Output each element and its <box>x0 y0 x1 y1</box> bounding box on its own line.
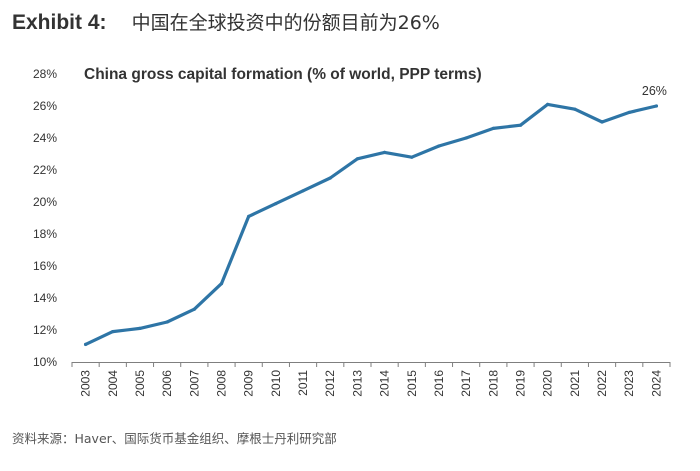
data-point <box>491 126 495 130</box>
data-point <box>627 110 631 114</box>
y-tick-label: 26% <box>33 99 57 113</box>
data-point <box>654 104 659 108</box>
x-tick-label: 2017 <box>459 370 473 397</box>
x-tick-label: 2018 <box>486 370 500 397</box>
y-tick-label: 20% <box>33 195 57 209</box>
data-point <box>219 282 224 286</box>
data-point <box>518 123 523 127</box>
y-tick-label: 12% <box>33 323 57 337</box>
data-point <box>573 107 577 111</box>
data-point <box>382 150 387 154</box>
source-note: 资料来源：Haver、国际货币基金组织、摩根士丹利研究部 <box>12 431 337 446</box>
data-point <box>600 120 604 124</box>
data-point <box>192 307 196 311</box>
y-tick-label: 18% <box>33 227 57 241</box>
exhibit-title: 中国在全球投资中的份额目前为26% <box>131 12 440 34</box>
x-tick-label: 2005 <box>133 370 147 397</box>
y-tick-label: 14% <box>33 291 57 305</box>
x-tick-label: 2013 <box>350 370 364 397</box>
data-point <box>355 157 360 161</box>
line-chart: China gross capital formation (% of worl… <box>33 66 671 397</box>
y-tick-label: 10% <box>33 355 57 369</box>
data-point <box>546 102 550 106</box>
x-tick-label: 2010 <box>269 370 283 397</box>
x-tick-label: 2020 <box>541 370 555 397</box>
y-tick-label: 22% <box>33 163 57 177</box>
data-point <box>464 136 468 140</box>
data-point <box>138 326 142 330</box>
data-point <box>83 342 88 346</box>
y-axis: 28% 26% 24% 22% 20% 18% 16% 14% 12% 10% <box>33 67 57 369</box>
x-tick-label: 2008 <box>215 370 229 397</box>
series-layer <box>83 102 659 346</box>
x-tick-label: 2006 <box>160 370 174 397</box>
chart-title: China gross capital formation (% of worl… <box>84 66 482 83</box>
x-tick-label: 2004 <box>106 370 120 397</box>
x-tick-label: 2019 <box>514 370 528 397</box>
data-label-2024: 26% <box>642 84 667 98</box>
data-point <box>437 144 441 148</box>
x-tick-label: 2015 <box>405 370 419 397</box>
x-tick-label: 2016 <box>432 370 446 397</box>
data-point <box>301 189 305 193</box>
y-tick-label: 28% <box>33 67 57 81</box>
exhibit-header: Exhibit 4: 中国在全球投资中的份额目前为26% <box>12 6 440 40</box>
x-tick-label: 2021 <box>568 370 582 397</box>
data-point <box>247 214 251 218</box>
data-point <box>165 320 169 324</box>
annotation-layer: 26% <box>642 84 667 98</box>
data-point <box>111 330 115 334</box>
x-tick-label: 2007 <box>187 370 201 397</box>
y-tick-label: 16% <box>33 259 57 273</box>
x-tick-label: 2022 <box>595 370 609 397</box>
x-axis: 2003 2004 2005 2006 2007 2008 2009 2010 2011 2012… <box>71 362 671 397</box>
x-tick-label: 2011 <box>296 370 310 396</box>
series-line <box>83 102 659 346</box>
x-tick-label: 2003 <box>79 370 93 397</box>
x-tick-label: 2024 <box>649 370 663 397</box>
data-point <box>274 202 278 206</box>
data-point <box>410 155 414 159</box>
x-tick-label: 2014 <box>378 370 392 397</box>
x-tick-label: 2012 <box>323 370 337 397</box>
x-tick-label: 2023 <box>622 370 636 397</box>
exhibit-label: Exhibit 4: <box>12 11 107 34</box>
data-point <box>328 176 332 180</box>
y-tick-label: 24% <box>33 131 57 145</box>
x-tick-label: 2009 <box>242 370 256 397</box>
